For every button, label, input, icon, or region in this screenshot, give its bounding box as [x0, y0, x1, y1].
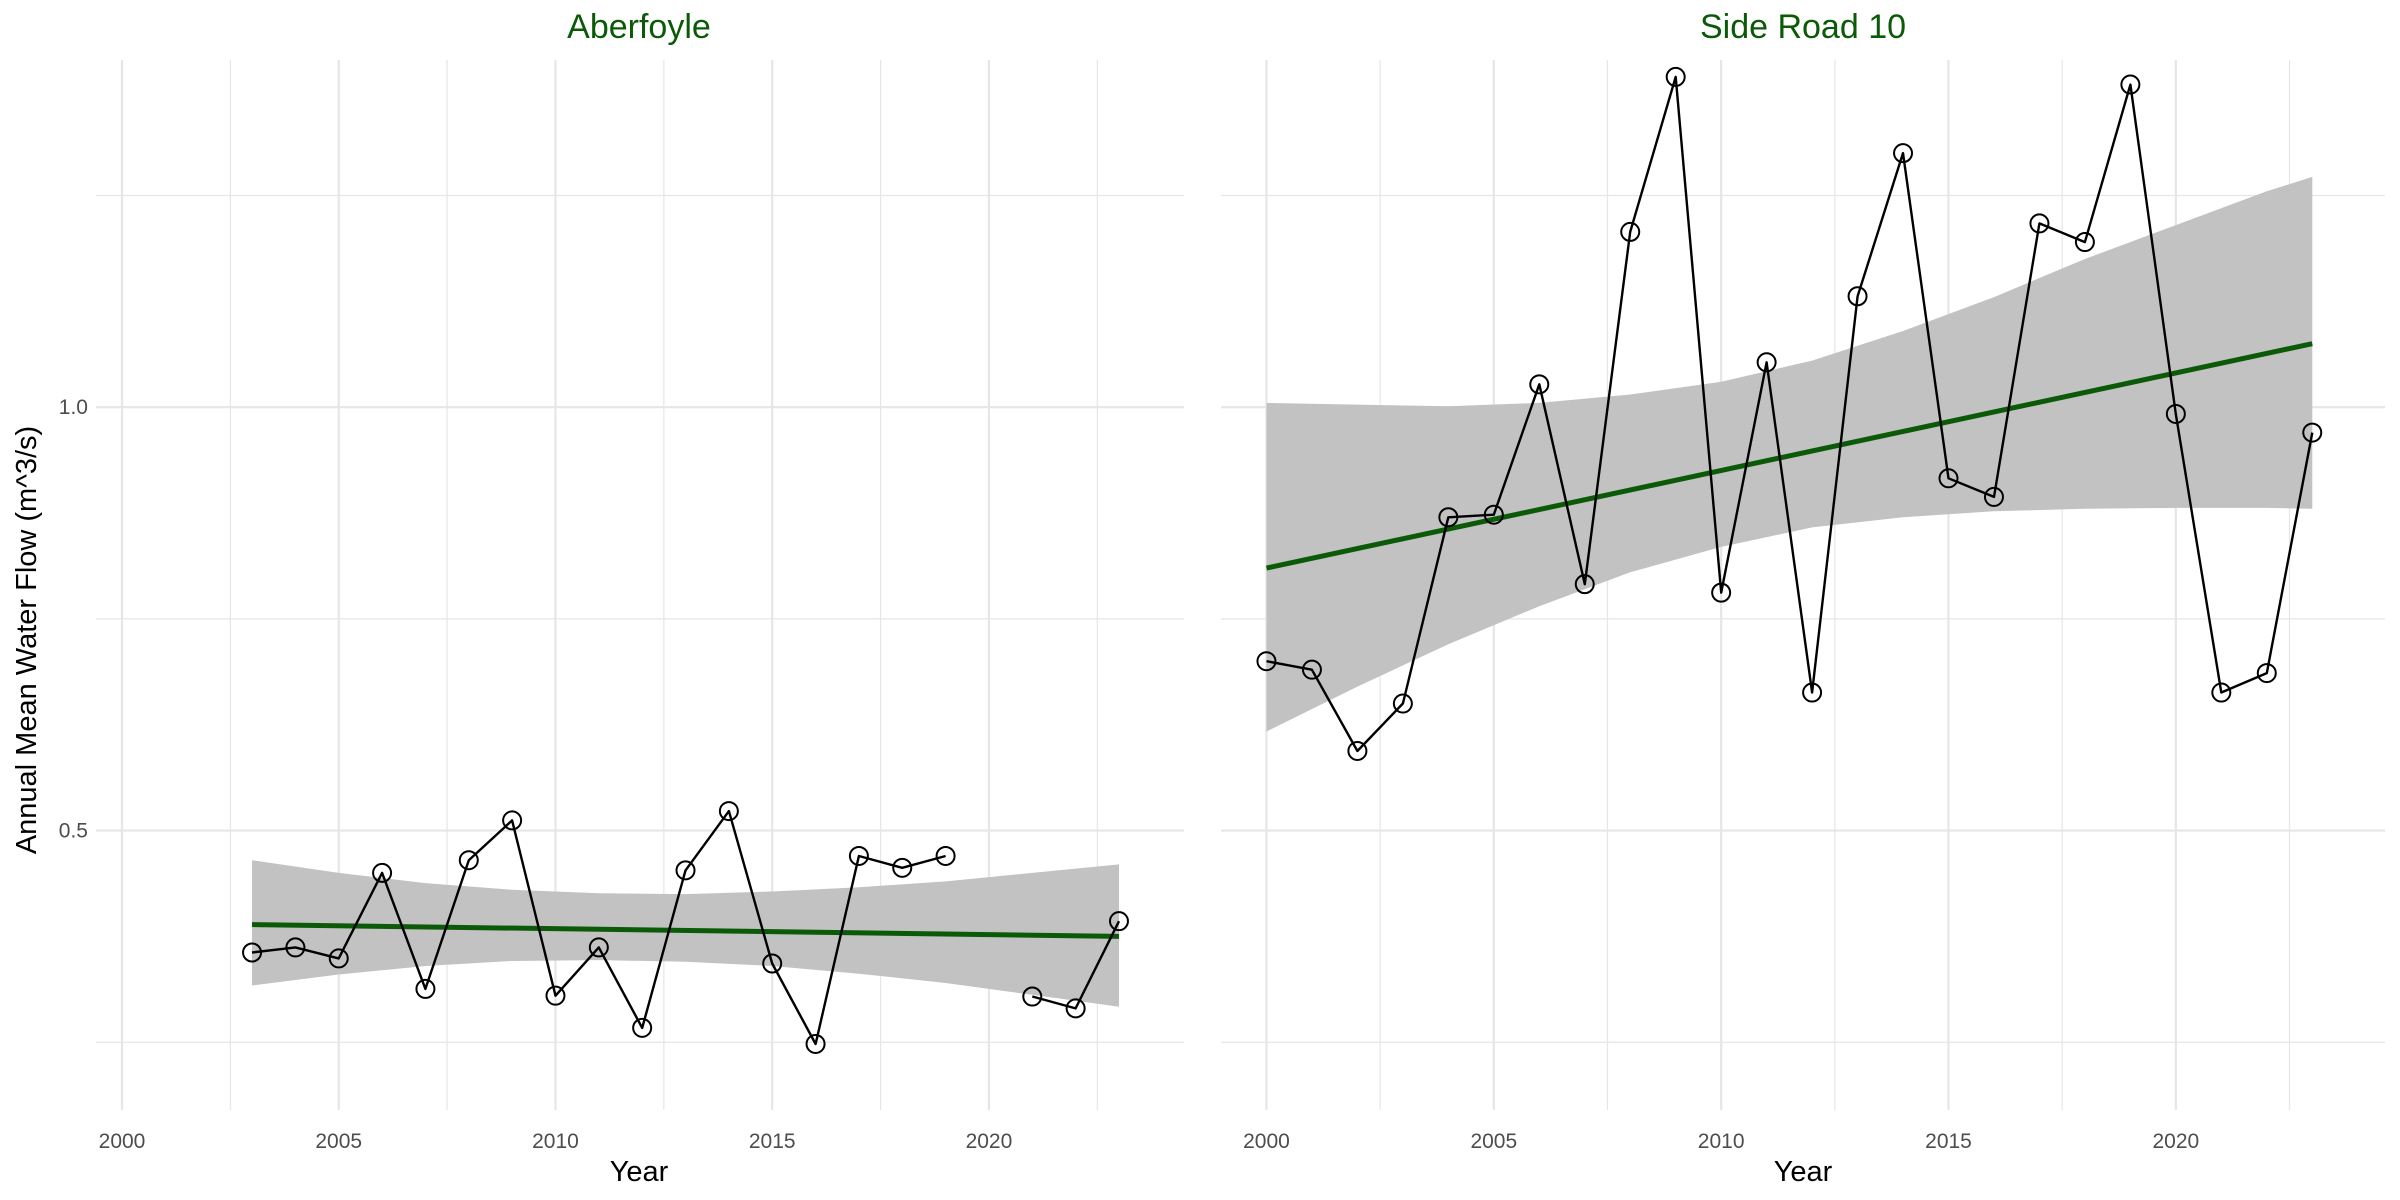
data-point [2256, 663, 2277, 684]
data-point [1483, 504, 1504, 525]
data-point [1711, 582, 1732, 603]
data-point [762, 953, 783, 974]
x-tick-label: 2015 [749, 1130, 796, 1153]
data-point [588, 937, 609, 958]
panel-side-road-10: Side Road 10 2000 2005 2010 2015 2020 Year [1221, 8, 2385, 1188]
confidence-band [252, 860, 1119, 1007]
data-point [1893, 143, 1914, 164]
data-point [458, 850, 479, 871]
data-point [1938, 468, 1959, 489]
x-tick-label: 2015 [1925, 1130, 1972, 1153]
data-point [1665, 66, 1686, 87]
data-point [718, 801, 739, 822]
data-point [675, 860, 696, 881]
data-point [2211, 682, 2232, 703]
trend-line [1265, 341, 2313, 571]
data-point [2074, 232, 2095, 253]
x-axis-title-side-road-10: Year [1774, 1156, 1833, 1188]
data-point [415, 978, 436, 999]
data-point [1108, 911, 1129, 932]
data-point [1065, 998, 1086, 1019]
data-point [242, 942, 263, 963]
data-point [1438, 507, 1459, 528]
data-point [935, 845, 956, 866]
data-point [1392, 693, 1413, 714]
data-point [805, 1033, 826, 1054]
x-tick-label: 2020 [2152, 1130, 2199, 1153]
data-point [1347, 740, 1368, 761]
data-point [1301, 659, 1322, 680]
series-line [251, 809, 946, 1046]
data-point [1574, 574, 1595, 595]
panel-title-aberfoyle: Aberfoyle [567, 8, 711, 46]
y-tick-label: 0.5 [59, 820, 88, 843]
panel-title-side-road-10: Side Road 10 [1700, 8, 1906, 46]
panel-aberfoyle: Aberfoyle 2000 2005 2010 2015 2020 Year [96, 8, 1184, 1188]
data-point [2120, 74, 2141, 95]
y-axis-title: Annual Mean Water Flow (m^3/s) [11, 426, 43, 854]
trend-line [252, 922, 1120, 939]
data-point [285, 937, 306, 958]
x-tick-label: 2020 [966, 1130, 1013, 1153]
data-point [372, 862, 393, 883]
data-point [2302, 422, 2323, 443]
data-point [1802, 682, 1823, 703]
x-tick-label: 2000 [99, 1130, 146, 1153]
data-point [632, 1017, 653, 1038]
data-point [328, 948, 349, 969]
x-tick-label: 2005 [1470, 1130, 1517, 1153]
x-tick-label: 2000 [1243, 1130, 1290, 1153]
x-axis-title-aberfoyle: Year [610, 1156, 669, 1188]
y-tick-label: 1.0 [59, 396, 88, 419]
data-point [1022, 986, 1043, 1007]
data-point [848, 845, 869, 866]
series-line [1266, 75, 2314, 753]
data-point [1529, 374, 1550, 395]
x-tick-label: 2005 [315, 1130, 362, 1153]
data-point [2165, 403, 2186, 424]
series-line [1031, 920, 1121, 1010]
x-tick-label: 2010 [1698, 1130, 1745, 1153]
data-point [892, 857, 913, 878]
data-point [1756, 352, 1777, 373]
data-point [545, 985, 566, 1006]
data-point [2029, 213, 2050, 234]
data-point [1620, 221, 1641, 242]
data-point [1983, 486, 2004, 507]
x-tick-label: 2010 [532, 1130, 579, 1153]
data-point [1847, 286, 1868, 307]
data-point [1256, 651, 1277, 672]
y-axis: 0.5 1.0 [59, 396, 88, 842]
data-point [502, 810, 523, 831]
